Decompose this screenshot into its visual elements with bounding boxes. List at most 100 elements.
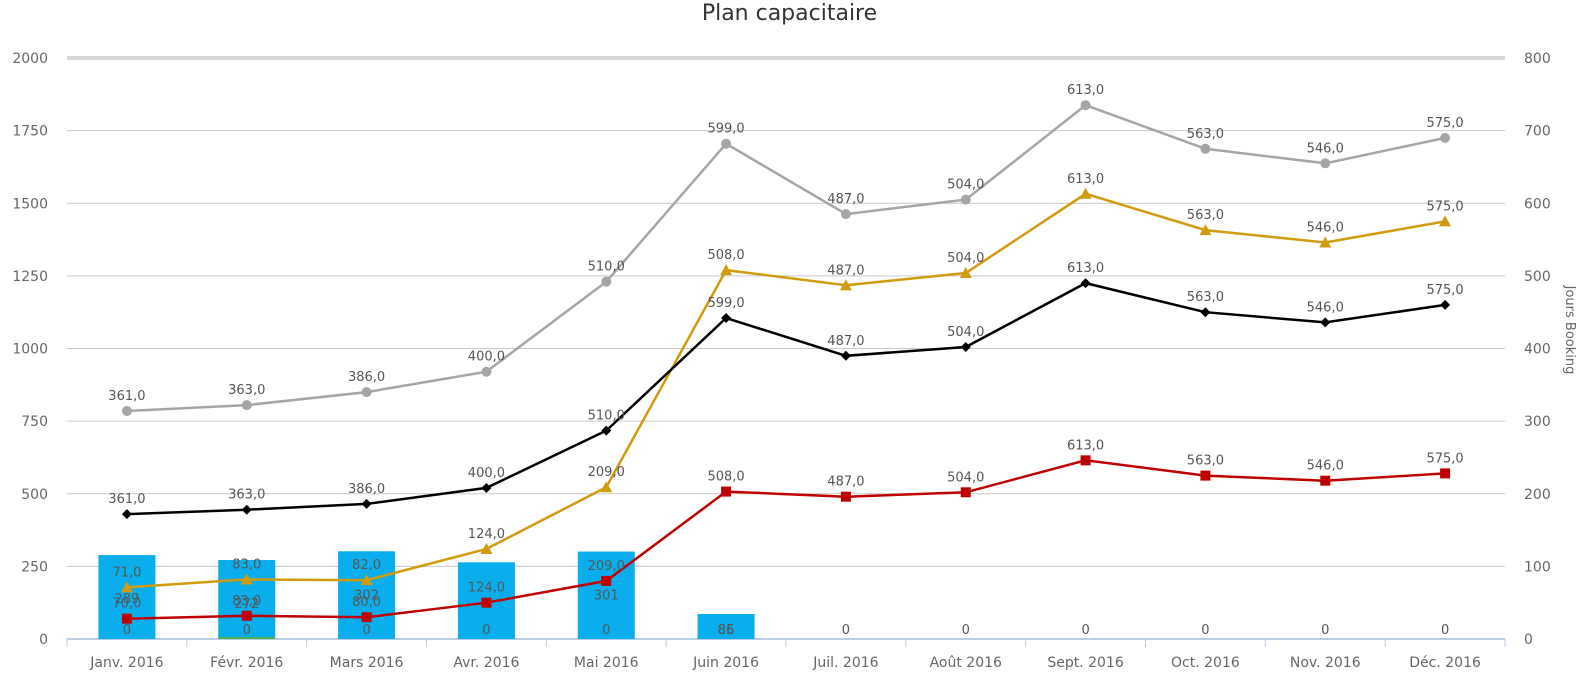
series-point bbox=[1320, 158, 1331, 169]
bar-value-label: 289 bbox=[115, 592, 140, 607]
series-point bbox=[959, 266, 972, 278]
y-left-tick-label: 1000 bbox=[12, 342, 48, 358]
y-right-axis-label: Jours Booking bbox=[1562, 285, 1577, 375]
data-label: 83,0 bbox=[232, 557, 261, 572]
y-right-tick-label: 300 bbox=[1524, 414, 1551, 430]
series-point bbox=[481, 366, 492, 377]
series-point bbox=[720, 264, 733, 276]
data-label: 487,0 bbox=[827, 192, 864, 207]
series-point bbox=[121, 509, 132, 520]
data-label: 487,0 bbox=[827, 263, 864, 278]
y-left-tick-label: 1750 bbox=[12, 124, 48, 140]
data-label: 124,0 bbox=[468, 527, 505, 542]
data-label: 546,0 bbox=[1307, 459, 1344, 474]
y-left-tick-label: 500 bbox=[21, 487, 48, 503]
series-point bbox=[1440, 468, 1451, 479]
y-left-tick-label: 250 bbox=[21, 559, 48, 575]
data-label: 508,0 bbox=[707, 470, 744, 485]
x-tick-label: Janv. 2016 bbox=[89, 655, 163, 671]
y-left-tick-label: 1500 bbox=[12, 196, 48, 212]
bar-secondary-label: 85 bbox=[718, 623, 735, 638]
series-point bbox=[600, 481, 613, 493]
bar-value-label: 0 bbox=[842, 623, 850, 638]
series-point bbox=[1440, 299, 1451, 310]
data-label: 599,0 bbox=[707, 296, 744, 311]
series-point bbox=[481, 482, 492, 493]
data-label: 563,0 bbox=[1187, 290, 1224, 305]
data-label: 361,0 bbox=[108, 492, 145, 507]
bar-value-label: 86 bbox=[718, 623, 735, 638]
series-point bbox=[839, 279, 852, 291]
data-label: 504,0 bbox=[947, 178, 984, 193]
bar-secondary-label: 0 bbox=[243, 623, 251, 638]
series-point bbox=[601, 575, 612, 586]
series-point bbox=[840, 350, 851, 361]
series-point bbox=[1080, 100, 1091, 111]
data-label: 386,0 bbox=[348, 370, 385, 385]
bar-value-label: 0 bbox=[1321, 623, 1329, 638]
bar-secondary-label: 0 bbox=[482, 623, 490, 638]
series-point bbox=[121, 405, 132, 416]
series-point bbox=[241, 400, 252, 411]
y-right-tick-label: 0 bbox=[1524, 632, 1533, 648]
data-label: 400,0 bbox=[468, 350, 505, 365]
data-label: 510,0 bbox=[588, 409, 625, 424]
series-point bbox=[721, 312, 732, 323]
data-label: 487,0 bbox=[827, 334, 864, 349]
y-right-tick-label: 100 bbox=[1524, 559, 1551, 575]
series-point bbox=[1080, 278, 1091, 289]
series-point bbox=[840, 491, 851, 502]
series-point bbox=[1320, 317, 1331, 328]
series-point bbox=[1440, 132, 1451, 143]
bar-secondary-segment bbox=[218, 637, 276, 639]
series-line bbox=[126, 459, 1446, 620]
series-point bbox=[960, 342, 971, 353]
series-point bbox=[1319, 236, 1332, 248]
series-point bbox=[480, 542, 493, 554]
bar-value-label: 0 bbox=[1081, 623, 1089, 638]
x-tick-label: Nov. 2016 bbox=[1290, 655, 1361, 671]
x-tick-label: Mars 2016 bbox=[330, 655, 404, 671]
y-left-tick-label: 1250 bbox=[12, 269, 48, 285]
series-point bbox=[361, 387, 372, 398]
bar-secondary-label: 0 bbox=[362, 623, 370, 638]
x-tick-label: Avr. 2016 bbox=[453, 655, 519, 671]
bar bbox=[218, 559, 276, 639]
series-line bbox=[126, 281, 1446, 516]
data-label: 613,0 bbox=[1067, 438, 1104, 453]
data-label: 70,0 bbox=[112, 597, 141, 612]
x-tick-label: Déc. 2016 bbox=[1409, 655, 1481, 671]
data-label: 563,0 bbox=[1187, 454, 1224, 469]
data-label: 613,0 bbox=[1067, 172, 1104, 187]
series-point bbox=[361, 498, 372, 509]
data-label: 546,0 bbox=[1307, 220, 1344, 235]
series-line bbox=[126, 103, 1446, 413]
series-point bbox=[1080, 455, 1091, 466]
data-label: 400,0 bbox=[468, 466, 505, 481]
series-point bbox=[840, 209, 851, 220]
series-line bbox=[126, 192, 1446, 589]
y-right-tick-label: 700 bbox=[1524, 124, 1551, 140]
x-tick-label: Févr. 2016 bbox=[210, 655, 283, 671]
y-right-tick-label: 500 bbox=[1524, 269, 1551, 285]
bar-value-label: 0 bbox=[1441, 623, 1449, 638]
x-tick-label: Sept. 2016 bbox=[1047, 655, 1123, 671]
data-label: 82,0 bbox=[352, 558, 381, 573]
data-label: 209,0 bbox=[588, 465, 625, 480]
series-point bbox=[481, 597, 492, 608]
bar-value-label: 301 bbox=[594, 589, 619, 604]
data-label: 546,0 bbox=[1307, 300, 1344, 315]
series-point bbox=[241, 504, 252, 515]
bar bbox=[338, 551, 396, 639]
series-point bbox=[721, 486, 732, 497]
series-point bbox=[721, 138, 732, 149]
series-point bbox=[1439, 215, 1452, 227]
data-label: 487,0 bbox=[827, 475, 864, 490]
y-left-tick-label: 2000 bbox=[12, 51, 48, 67]
data-label: 563,0 bbox=[1187, 208, 1224, 223]
x-tick-label: Oct. 2016 bbox=[1171, 655, 1240, 671]
data-label: 575,0 bbox=[1426, 116, 1463, 131]
series-point bbox=[1079, 187, 1092, 199]
data-label: 124,0 bbox=[468, 581, 505, 596]
